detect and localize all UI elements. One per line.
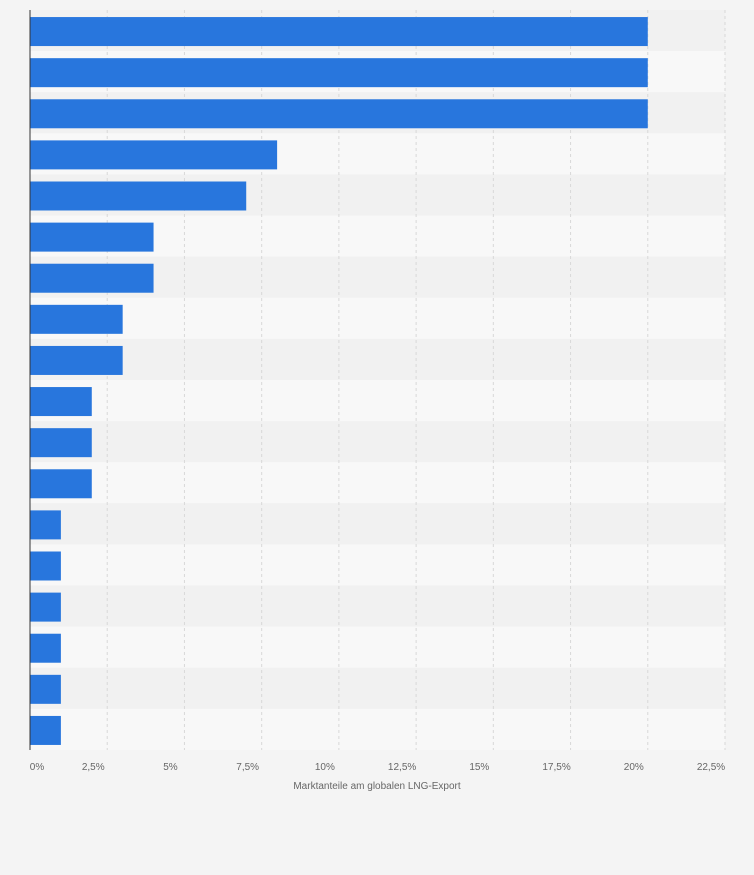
x-tick-label: 0%: [30, 762, 45, 773]
bar: [30, 181, 247, 211]
row-band: [30, 338, 725, 380]
bar: [30, 345, 123, 375]
bar: [30, 58, 648, 88]
x-tick-label: 5%: [163, 762, 178, 773]
x-tick-labels: 0% 2,5% 5% 7,5% 10% 12,5% 15% 17,5% 20% 22,5%: [30, 762, 726, 773]
x-tick-label: 7,5%: [236, 762, 259, 773]
x-tick-label: 10%: [315, 762, 335, 773]
bar: [30, 633, 61, 663]
bar: [30, 592, 61, 622]
x-tick-label: 2,5%: [82, 762, 105, 773]
row-band: [30, 380, 725, 422]
row-band: [30, 667, 725, 709]
x-tick-label: 17,5%: [542, 762, 570, 773]
x-tick-label: 15%: [469, 762, 489, 773]
x-tick-label: 20%: [624, 762, 644, 773]
bar: [30, 99, 648, 129]
bars: [30, 17, 648, 745]
bar: [30, 17, 648, 47]
x-axis-label: Marktanteile am globalen LNG-Export: [293, 781, 461, 792]
bar: [30, 469, 92, 499]
bar: [30, 428, 92, 458]
row-band: [30, 544, 725, 586]
row-band: [30, 708, 725, 750]
row-band: [30, 503, 725, 545]
bar: [30, 222, 154, 252]
row-band: [30, 462, 725, 504]
x-tick-label: 12,5%: [388, 762, 416, 773]
row-band: [30, 421, 725, 463]
bar: [30, 551, 61, 581]
row-band: [30, 297, 725, 339]
row-band: [30, 626, 725, 668]
row-band: [30, 585, 725, 627]
bar: [30, 674, 61, 704]
bar: [30, 510, 61, 540]
bar: [30, 140, 278, 170]
bar: [30, 263, 154, 293]
bar: [30, 715, 61, 745]
x-tick-label: 22,5%: [697, 762, 725, 773]
bar: [30, 304, 123, 334]
bar: [30, 387, 92, 417]
